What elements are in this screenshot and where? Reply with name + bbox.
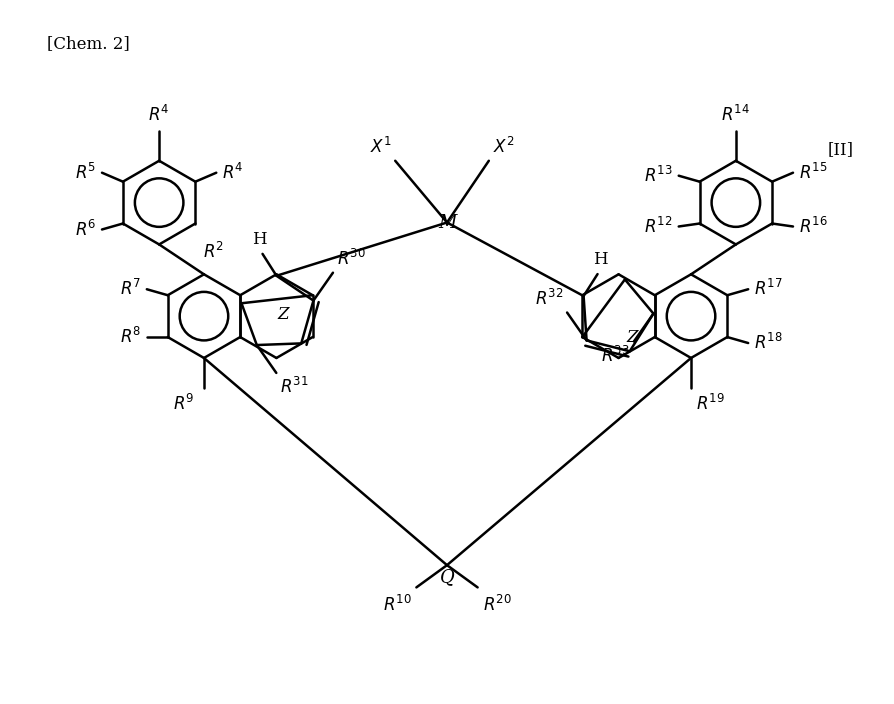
Text: [Chem. 2]: [Chem. 2] (46, 34, 130, 51)
Text: $R^{31}$: $R^{31}$ (280, 377, 308, 397)
Text: $R^8$: $R^8$ (120, 327, 140, 347)
Text: $R^{10}$: $R^{10}$ (382, 596, 411, 615)
Text: $R^{32}$: $R^{32}$ (534, 289, 562, 308)
Text: $R^5$: $R^5$ (75, 163, 96, 183)
Text: Q: Q (439, 568, 454, 586)
Text: $R^4$: $R^4$ (222, 163, 243, 183)
Text: Z: Z (626, 329, 637, 346)
Text: $X^2$: $X^2$ (493, 137, 514, 157)
Text: $R^6$: $R^6$ (74, 220, 96, 239)
Text: M: M (437, 213, 456, 232)
Text: $R^4$: $R^4$ (148, 105, 170, 125)
Text: $R^{13}$: $R^{13}$ (644, 165, 672, 186)
Text: $X^1$: $X^1$ (370, 137, 392, 157)
Text: H: H (252, 231, 266, 248)
Text: $R^{20}$: $R^{20}$ (482, 596, 510, 615)
Text: $R^{17}$: $R^{17}$ (754, 279, 782, 299)
Text: $R^7$: $R^7$ (120, 279, 140, 299)
Text: $R^{14}$: $R^{14}$ (721, 105, 749, 125)
Text: $R^{33}$: $R^{33}$ (601, 346, 629, 365)
Text: $R^{15}$: $R^{15}$ (798, 163, 827, 183)
Text: $R^{16}$: $R^{16}$ (798, 216, 827, 237)
Text: $R^2$: $R^2$ (203, 241, 224, 262)
Text: $R^9$: $R^9$ (173, 394, 194, 414)
Text: H: H (593, 251, 607, 268)
Text: [II]: [II] (826, 142, 853, 158)
Text: $R^{12}$: $R^{12}$ (644, 216, 672, 237)
Text: $R^{19}$: $R^{19}$ (696, 394, 724, 414)
Text: Z: Z (278, 306, 289, 322)
Text: $R^{18}$: $R^{18}$ (754, 333, 782, 353)
Text: $R^{30}$: $R^{30}$ (336, 249, 366, 269)
